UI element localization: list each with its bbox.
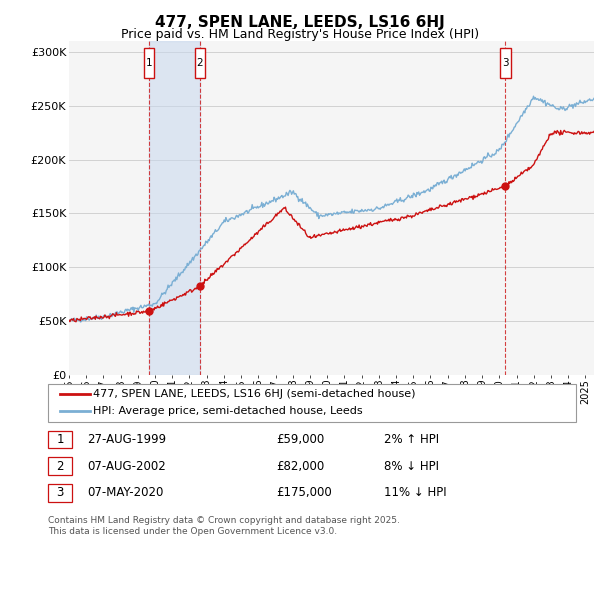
Bar: [194, 48, 205, 78]
Text: £175,000: £175,000: [276, 486, 332, 499]
Text: 2% ↑ HPI: 2% ↑ HPI: [384, 433, 439, 446]
Text: 477, SPEN LANE, LEEDS, LS16 6HJ (semi-detached house): 477, SPEN LANE, LEEDS, LS16 6HJ (semi-de…: [93, 389, 415, 399]
Text: 2: 2: [56, 460, 64, 473]
Text: Price paid vs. HM Land Registry's House Price Index (HPI): Price paid vs. HM Land Registry's House …: [121, 28, 479, 41]
Text: 11% ↓ HPI: 11% ↓ HPI: [384, 486, 446, 499]
Text: 1: 1: [146, 58, 152, 68]
Bar: [500, 48, 511, 78]
Text: £82,000: £82,000: [276, 460, 324, 473]
Text: 3: 3: [502, 58, 509, 68]
Text: £59,000: £59,000: [276, 433, 324, 446]
Bar: [144, 48, 154, 78]
Text: 07-AUG-2002: 07-AUG-2002: [87, 460, 166, 473]
Text: Contains HM Land Registry data © Crown copyright and database right 2025.
This d: Contains HM Land Registry data © Crown c…: [48, 516, 400, 536]
Bar: [149, 41, 200, 375]
Text: HPI: Average price, semi-detached house, Leeds: HPI: Average price, semi-detached house,…: [93, 406, 362, 416]
Text: 477, SPEN LANE, LEEDS, LS16 6HJ: 477, SPEN LANE, LEEDS, LS16 6HJ: [155, 15, 445, 30]
Text: 07-MAY-2020: 07-MAY-2020: [87, 486, 163, 499]
Text: 8% ↓ HPI: 8% ↓ HPI: [384, 460, 439, 473]
Text: 1: 1: [56, 433, 64, 446]
Text: 27-AUG-1999: 27-AUG-1999: [87, 433, 166, 446]
Text: 2: 2: [197, 58, 203, 68]
Text: 3: 3: [56, 486, 64, 499]
